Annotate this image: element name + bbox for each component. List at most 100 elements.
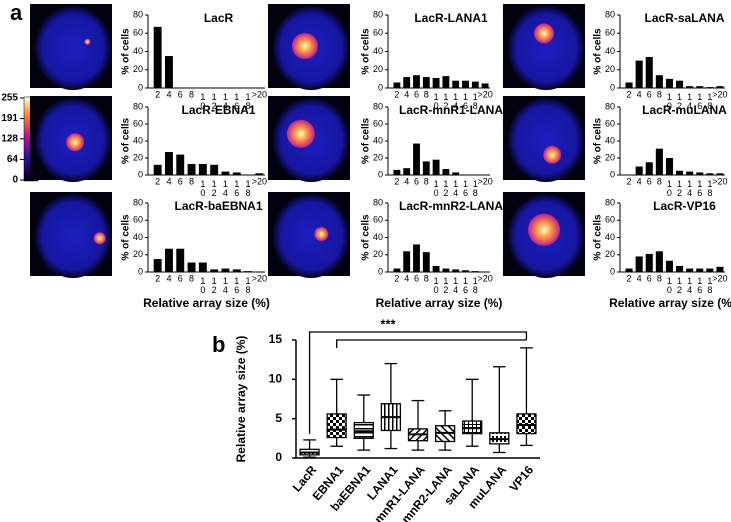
bar	[432, 265, 440, 272]
y-tick-label: 40	[133, 232, 143, 242]
x-tick-label: 14	[685, 276, 695, 294]
x-tick-label: 2	[394, 273, 399, 283]
y-tick-label: 40	[133, 135, 143, 145]
bar	[232, 172, 241, 175]
y-axis-label: % of cells	[593, 28, 604, 75]
y-tick-label: 0	[378, 266, 383, 276]
x-tick-label: 8	[424, 89, 429, 99]
x-tick-label: 18	[705, 92, 715, 110]
y-tick-label: 0	[138, 266, 143, 276]
array-spot	[93, 232, 106, 245]
bar	[635, 60, 643, 88]
bar	[432, 77, 440, 88]
bar	[413, 244, 420, 272]
y-tick-label: 0	[138, 169, 143, 179]
chart-title: LacR-saLANA	[644, 11, 724, 25]
significance: ***	[380, 316, 396, 331]
bar	[706, 173, 714, 175]
bar	[403, 168, 411, 175]
x-tick-label: 16	[461, 276, 471, 294]
y-tick-label: 60	[605, 215, 615, 225]
x-tick-label: 10	[664, 276, 674, 294]
y-tick-label: 60	[133, 215, 143, 225]
x-tick-label: 8	[657, 176, 662, 186]
bar	[716, 266, 724, 272]
y-tick-label: 60	[373, 28, 383, 38]
y-tick-label: 20	[373, 152, 383, 162]
bar	[716, 86, 724, 88]
x-tick-label: 8	[189, 176, 194, 186]
bar	[471, 81, 479, 88]
y-tick-label: 20	[133, 64, 143, 74]
x-tick-label: 12	[441, 276, 451, 294]
bar	[198, 262, 207, 272]
y-tick-label: 0	[610, 266, 615, 276]
x-tick-label: 16	[695, 179, 705, 197]
bar	[403, 77, 411, 88]
y-tick-label: 20	[605, 64, 615, 74]
x-tick-label: 4	[404, 176, 409, 186]
x-tick-label: 4	[166, 89, 171, 99]
y-tick-label: 80	[373, 197, 383, 207]
y-tick-label: 0	[378, 82, 383, 92]
bar	[635, 166, 643, 175]
bar	[676, 265, 684, 272]
x-tick-label: 18	[243, 179, 253, 197]
chart-title: LacR	[204, 11, 234, 25]
bar	[210, 269, 219, 272]
x-tick-label: 8	[189, 89, 194, 99]
x-tick-label: 10	[198, 179, 208, 197]
bar	[696, 172, 704, 175]
x-tick-label: 16	[695, 276, 705, 294]
x-tick-label: 4	[637, 89, 642, 99]
x-tick-label: 14	[685, 179, 695, 197]
bar	[686, 171, 694, 175]
bar	[665, 260, 673, 272]
y-tick-label: 20	[373, 64, 383, 74]
y-tick-label: 40	[605, 135, 615, 145]
bar	[665, 158, 673, 175]
bar	[393, 169, 401, 175]
nucleus	[508, 6, 584, 90]
x-tick-label: 10	[431, 92, 441, 110]
bar	[198, 163, 207, 175]
chart-title: LacR-VP16	[653, 199, 716, 213]
y-tick-label: 40	[373, 46, 383, 56]
y-tick-label: 40	[605, 232, 615, 242]
x-tick-label: 18	[243, 276, 253, 294]
x-tick-label: 2	[155, 176, 160, 186]
x-axis-label: Relative array size (%)	[609, 296, 731, 310]
bar	[625, 82, 633, 88]
bar	[413, 143, 420, 175]
chart-title: LacR-mnR1-LANA	[399, 103, 503, 117]
bar	[686, 86, 694, 88]
x-tick-label: 16	[232, 92, 242, 110]
bar	[164, 248, 173, 272]
x-tick-label: 6	[414, 273, 419, 283]
nucleus	[35, 194, 111, 278]
y-tick-label: 60	[373, 215, 383, 225]
bar	[153, 259, 162, 272]
x-tick-label: 14	[220, 276, 230, 294]
x-tick-label: 12	[209, 179, 219, 197]
bar	[706, 268, 714, 272]
bar	[452, 269, 460, 272]
x-axis-label: Relative array size (%)	[376, 296, 503, 310]
bar	[676, 170, 684, 175]
x-tick-label: >20	[712, 176, 727, 186]
bracket	[308, 331, 528, 434]
bar	[232, 269, 241, 272]
x-tick-label: >20	[712, 273, 727, 283]
y-tick-label: 40	[373, 135, 383, 145]
x-tick-label: 4	[404, 89, 409, 99]
x-tick-label: 2	[627, 89, 632, 99]
x-tick-label: VP16	[507, 463, 537, 495]
bar	[471, 271, 479, 272]
x-tick-label: 18	[470, 276, 480, 294]
y-tick-label: 0	[275, 450, 282, 464]
y-axis-label: % of cells	[121, 28, 132, 75]
nucleus	[273, 194, 349, 278]
x-tick-label: 2	[627, 176, 632, 186]
array-spot	[314, 227, 329, 241]
x-tick-label: 6	[178, 89, 183, 99]
